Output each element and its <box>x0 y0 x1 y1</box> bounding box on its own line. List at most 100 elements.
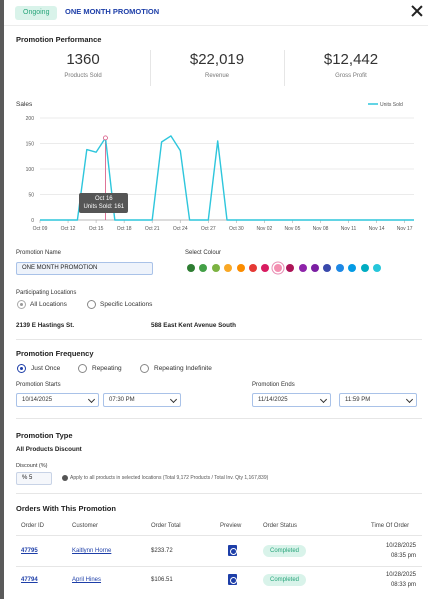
legend-label: Units Sold <box>380 102 403 108</box>
status-badge: Completed <box>263 574 307 586</box>
x-tick-label: Nov 14 <box>369 226 385 232</box>
location-2: 588 East Kent Avenue South <box>151 322 236 329</box>
y-tick-label: 200 <box>26 116 35 122</box>
divider <box>16 339 422 340</box>
order-total: $233.72 <box>151 548 173 554</box>
column-preview: Preview <box>220 523 242 529</box>
discount-input[interactable]: % 5 <box>16 472 52 485</box>
order-time: 08:33 pm <box>390 582 416 588</box>
promotion-ends-label: Promotion Ends <box>252 382 295 388</box>
frequency-heading: Promotion Frequency <box>16 349 94 358</box>
customer-link[interactable]: April Hines <box>72 577 102 583</box>
radio-repeating-label: Repeating <box>92 365 122 372</box>
radio-specific-locations-label: Specific Locations <box>100 301 153 308</box>
select-colour-label: Select Colour <box>185 250 222 256</box>
colour-swatch[interactable] <box>286 264 295 272</box>
tooltip-date: Oct 16 <box>94 196 113 202</box>
x-tick-label: Nov 05 <box>285 226 301 232</box>
chart-title: Sales <box>16 101 33 108</box>
order-id-link[interactable]: 47794 <box>21 577 38 583</box>
colour-swatch[interactable] <box>360 264 369 272</box>
end-time-select[interactable]: 11:59 PM <box>339 393 417 407</box>
promotion-panel: Ongoing ONE MONTH PROMOTION Promotion Pe… <box>4 0 428 599</box>
performance-heading: Promotion Performance <box>16 35 102 44</box>
radio-all-locations[interactable] <box>17 300 26 309</box>
discount-label: Discount (%) <box>16 463 48 469</box>
colour-swatch[interactable] <box>199 264 208 272</box>
x-tick-label: Nov 11 <box>341 226 357 232</box>
order-date: 10/28/2025 <box>385 543 416 549</box>
colour-swatch[interactable] <box>298 264 307 272</box>
radio-repeating-indefinite-label: Repeating Indefinite <box>154 365 212 372</box>
order-total: $106.51 <box>151 577 173 583</box>
x-tick-label: Oct 30 <box>229 226 244 232</box>
start-date-select[interactable]: 10/14/2025 <box>16 393 99 407</box>
promotion-type-heading: Promotion Type <box>16 431 73 440</box>
sales-chart: Sales Units Sold 0 50 100 150 200 Oct 09 Oct 12 O… <box>16 101 414 232</box>
x-tick-label: Oct 21 <box>145 226 160 232</box>
divider <box>16 418 422 419</box>
preview-icon[interactable] <box>228 545 237 556</box>
discount-note: Apply to all products in selected locati… <box>70 475 269 481</box>
stat-gross-profit-value: $12,442 <box>323 51 379 68</box>
divider <box>150 50 151 86</box>
stat-products-sold-label: Products Sold <box>64 73 102 79</box>
colour-swatch[interactable] <box>335 264 344 272</box>
colour-swatch[interactable] <box>373 264 381 272</box>
divider <box>284 50 285 86</box>
tooltip-value: Units Sold: 161 <box>83 204 125 210</box>
colour-swatch[interactable] <box>261 264 270 272</box>
order-id-link[interactable]: 47795 <box>21 548 38 554</box>
chart-tooltip: Oct 16 Units Sold: 161 <box>79 193 129 213</box>
x-tick-label: Nov 08 <box>313 226 329 232</box>
participating-locations-label: Participating Locations <box>16 290 77 296</box>
location-1: 2139 E Hastings St. <box>16 322 75 329</box>
order-date: 10/28/2025 <box>385 572 416 578</box>
radio-repeating[interactable] <box>78 364 87 373</box>
colour-swatch[interactable] <box>323 264 332 272</box>
radio-just-once[interactable] <box>17 364 26 373</box>
promotion-type-subheading: All Products Discount <box>16 446 82 453</box>
x-tick-label: Oct 09 <box>33 226 48 232</box>
colour-swatch[interactable] <box>211 264 220 272</box>
stat-gross-profit-label: Gross Profit <box>335 73 367 79</box>
stat-products-sold-value: 1360 <box>66 51 100 68</box>
promotion-name-input[interactable]: ONE MONTH PROMOTION <box>16 262 153 275</box>
y-tick-label: 100 <box>26 167 35 173</box>
chevron-down-icon <box>169 395 178 404</box>
preview-icon[interactable] <box>228 574 237 585</box>
divider <box>16 535 422 536</box>
start-time-select[interactable]: 07:30 PM <box>103 393 181 407</box>
customer-link[interactable]: Kaitlynn Horne <box>72 548 112 554</box>
panel-header: Ongoing ONE MONTH PROMOTION <box>4 0 428 26</box>
start-date-value: 10/14/2025 <box>22 397 53 403</box>
radio-repeating-indefinite[interactable] <box>140 364 149 373</box>
colour-swatch[interactable] <box>187 264 195 272</box>
stat-revenue-label: Revenue <box>204 73 230 79</box>
x-tick-label: Oct 24 <box>173 226 188 232</box>
status-badge: Completed <box>263 545 307 557</box>
column-time-of-order: Time Of Order <box>371 523 410 529</box>
divider <box>16 493 422 494</box>
y-tick-label: 150 <box>26 142 35 148</box>
colour-swatch[interactable] <box>311 264 319 272</box>
colour-swatch[interactable] <box>249 264 257 272</box>
chevron-down-icon <box>87 395 96 404</box>
y-tick-label: 0 <box>31 218 34 224</box>
x-tick-label: Oct 27 <box>201 226 216 232</box>
promotion-name-label: Promotion Name <box>16 250 62 256</box>
x-tick-label: Oct 15 <box>89 226 104 232</box>
colour-swatch[interactable] <box>273 264 282 272</box>
colour-swatch[interactable] <box>224 264 233 272</box>
close-icon[interactable] <box>410 4 424 18</box>
y-tick-label: 50 <box>28 193 34 199</box>
column-customer: Customer <box>72 523 99 529</box>
radio-specific-locations[interactable] <box>87 300 96 309</box>
end-date-value: 11/14/2025 <box>258 397 288 403</box>
status-badge: Ongoing <box>15 6 58 20</box>
promotion-title: ONE MONTH PROMOTION <box>65 7 160 16</box>
colour-swatch[interactable] <box>348 264 357 272</box>
scrollbar[interactable] <box>0 0 4 599</box>
colour-swatch[interactable] <box>236 264 245 272</box>
end-date-select[interactable]: 11/14/2025 <box>252 393 331 407</box>
